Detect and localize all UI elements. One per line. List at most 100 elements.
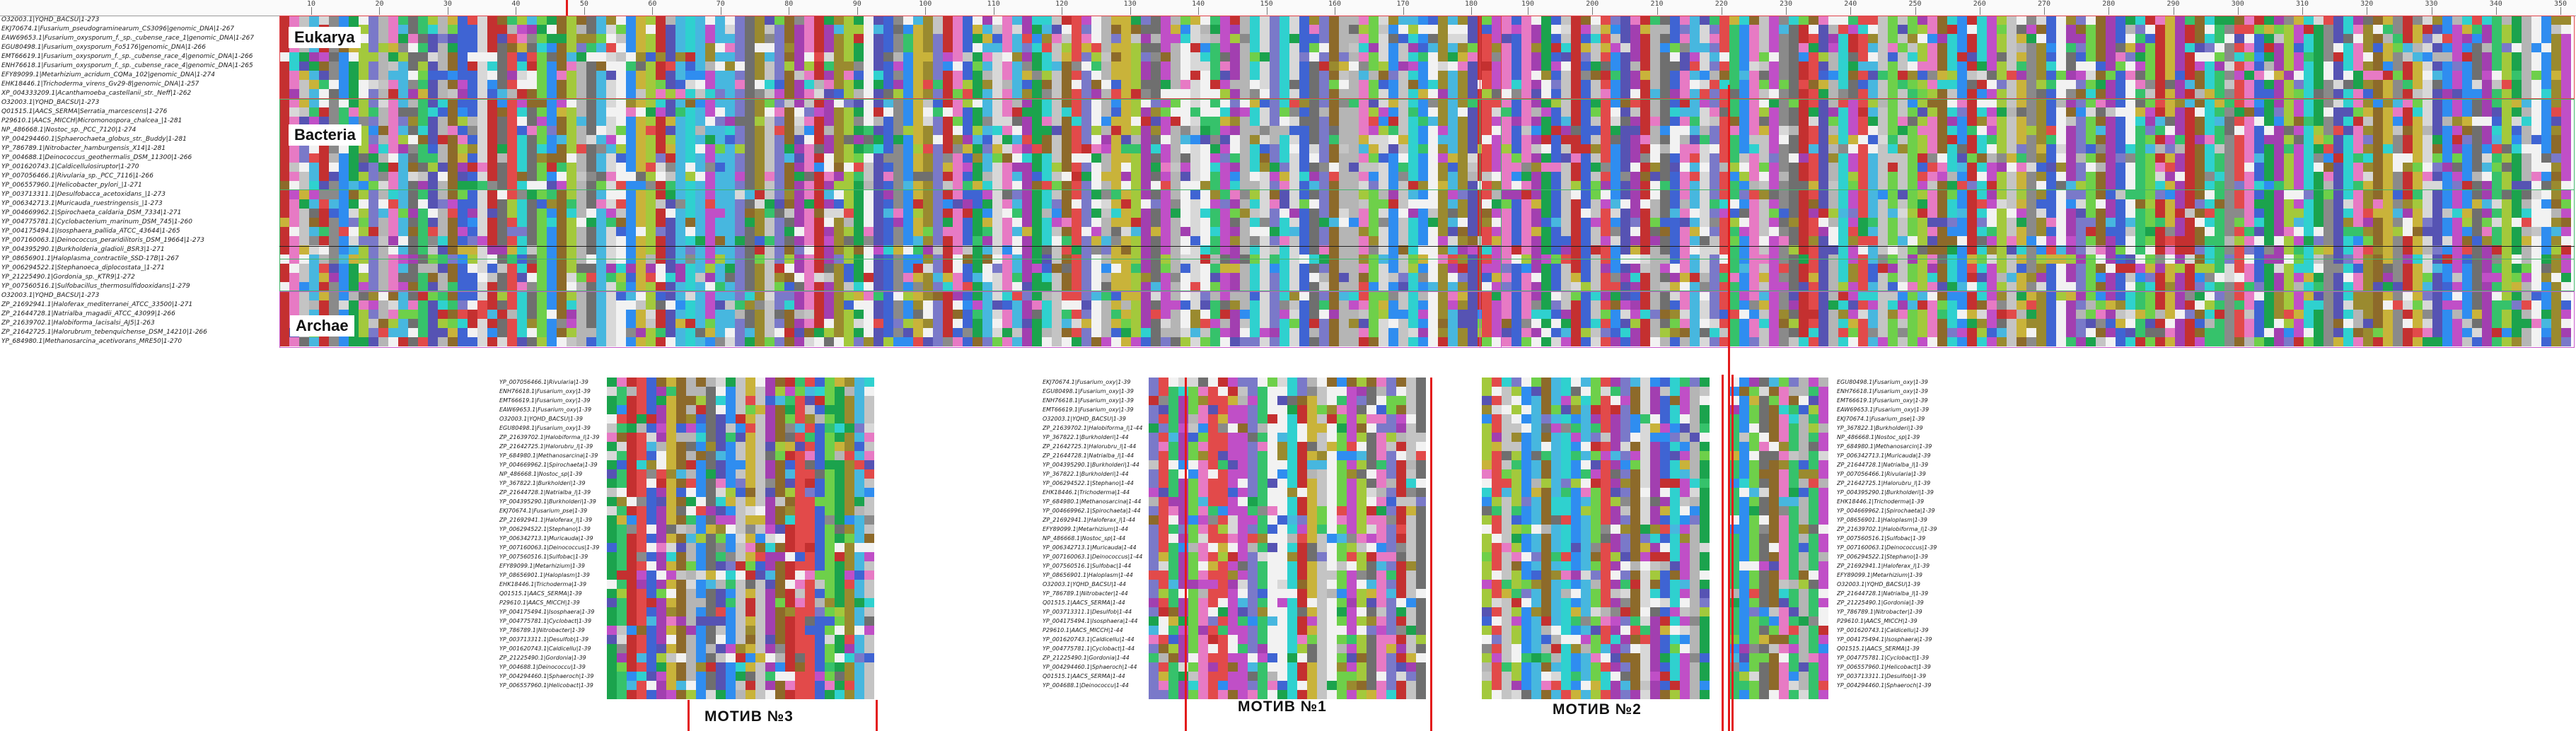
sequence-name: XP_004333209.1|Acanthamoeba_castellanii_… <box>1 90 192 97</box>
sequence-name: YP_001620743.1|Caldicellu|1-39 <box>1837 627 1929 633</box>
sequence-name: EMT66619.1|Fusarium_oxy|1-39 <box>1837 397 1928 404</box>
sequence-name: ZP_21639702.1|Halobiforma_l|1-44 <box>1043 425 1143 431</box>
sequence-name: Q01515.1|AACS_SERMA|1-39 <box>1837 645 1920 652</box>
ruler-tick <box>857 7 858 15</box>
sequence-names-lower-b: EKJ70674.1|Fusarium_oxy|1-39 EGU80498.1|F… <box>1043 378 1149 690</box>
sequence-name: YP_007560516.1|Sulfobac|1-44 <box>1043 563 1132 569</box>
ruler-tick <box>925 7 927 15</box>
ruler-number: 150 <box>1260 0 1273 8</box>
sequence-name: EFY89099.1|Metarhizium|1-39 <box>1837 572 1922 578</box>
sequence-name: NP_486668.1|Nostoc_sp|1-44 <box>1043 535 1126 542</box>
sequence-name: YP_367822.1|Burkholderi|1-39 <box>1837 425 1923 431</box>
ruler-number: 130 <box>1123 0 1137 8</box>
sequence-name: YP_006557960.1|Helicobact|1-39 <box>1837 664 1931 670</box>
sequence-name: YP_004669962.1|Spirochaeta_caldaria_DSM_… <box>1 209 182 216</box>
sequence-name: EAW69653.1|Fusarium_oxy|1-39 <box>1837 407 1930 413</box>
motif-boundary-line <box>1185 378 1187 731</box>
sequence-name: YP_004775781.1|Cyclobact|1-44 <box>1043 645 1135 652</box>
sequence-names-lower-c: EGU80498.1|Fusarium_oxy|1-39 ENH76618.1|F… <box>1837 378 1950 690</box>
motif-label-1: МОТИВ №1 <box>1238 698 1327 715</box>
group-label-eukarya: Eukarya <box>289 27 361 48</box>
ruler-number: 350 <box>2553 0 2568 8</box>
ruler-number: 70 <box>716 0 725 8</box>
ruler-number: 90 <box>852 0 861 8</box>
sequence-name: YP_004395290.1|Burkholderi|1-39 <box>499 498 596 505</box>
sequence-name: YP_08656901.1|Haloplasma_contractile_SSD… <box>1 255 179 262</box>
sequence-name: ZP_21642725.1|Halorubru_l|1-39 <box>1837 480 1931 486</box>
alignment-block-motif2-left <box>1482 378 1719 703</box>
motif-label-3: МОТИВ №3 <box>704 708 794 725</box>
sequence-name: O32003.1|YQHD_BACSU|1-44 <box>1043 581 1126 587</box>
sequence-name: YP_004395290.1|Burkholderi|1-39 <box>1837 489 1934 496</box>
sequence-name: ZP_21644728.1|Natrialba_l|1-44 <box>1043 452 1135 459</box>
sequence-name: YP_004175494.1|Isosphaera|1-39 <box>499 609 595 615</box>
sequence-name: YP_684980.1|Methanosarcin|1-39 <box>1837 443 1932 450</box>
ruler-number: 20 <box>375 0 384 8</box>
sequence-name: ZP_21644728.1|Natrialba_l|1-39 <box>499 489 591 496</box>
separator-line <box>279 246 2575 247</box>
sequence-name: YP_006294522.1|Stephanoeca_diplocostata_… <box>1 264 165 271</box>
sequence-name: YP_367822.1|Burkholderi|1-39 <box>499 480 586 486</box>
sequence-name: EKJ70674.1|Fusarium_oxy|1-39 <box>1043 379 1131 385</box>
sequence-name: YP_003713311.1|Desulfob|1-39 <box>1837 673 1927 679</box>
sequence-name: YP_004688.1|Deinococcu|1-39 <box>499 664 586 670</box>
ruler-number: 290 <box>2166 0 2180 8</box>
motif-boundary-line <box>876 700 878 731</box>
sequence-name: Q01515.1|AACS_SERMA|1-44 <box>1043 600 1125 606</box>
ruler-number: 160 <box>1328 0 1342 8</box>
sequence-name: YP_007160063.1|Deinococcus|1-44 <box>1043 554 1143 560</box>
sequence-name: YP_684980.1|Methanosarcina_acetivorans_M… <box>1 338 182 345</box>
ruler-number: 210 <box>1650 0 1664 8</box>
sequence-name: YP_004294460.1|Sphaerochaeta_globus_str.… <box>1 136 187 143</box>
sequence-name: YP_004775781.1|Cyclobact|1-39 <box>499 618 592 624</box>
sequence-name: ZP_21639702.1|Halobiforma_l|1-39 <box>499 434 600 440</box>
ruler-number: 80 <box>784 0 794 8</box>
sequence-name: YP_004395290.1|Burkholderi|1-44 <box>1043 462 1139 468</box>
sequence-name: ENH76618.1|Fusarium_oxy|1-39 <box>1043 397 1134 404</box>
group-label-archae: Archae <box>290 315 354 337</box>
sequence-name: YP_004688.1|Deinococcu|1-44 <box>1043 682 1129 689</box>
alignment-position-ruler: 10 20 30 40 50 60 70 80 90 100 110 120 130 140 150 160 1… <box>0 0 2576 16</box>
sequence-name: P29610.1|AACS_MICCH|Micromonospora_chalc… <box>1 117 182 124</box>
ruler-number: 200 <box>1586 0 1599 8</box>
sequence-name: YP_007056466.1|Rivularia|1-39 <box>1837 471 1926 477</box>
sequence-name: NP_486668.1|Nostoc_sp._PCC_7120|1-274 <box>1 127 137 134</box>
sequence-name: EFY89099.1|Metarhizium_acridum_CQMa_102|… <box>1 71 215 78</box>
ruler-tick <box>1850 7 1852 15</box>
alignment-block-motif1 <box>1149 378 1434 703</box>
sequence-name: EFY89099.1|Metarhizium|1-44 <box>1043 526 1128 532</box>
sequence-name: YP_006342713.1|Muricauda|1-44 <box>1043 544 1137 551</box>
sequence-name: ENH76618.1|Fusarium_oxysporum_f._sp._cub… <box>1 62 253 69</box>
ruler-tick <box>652 7 654 15</box>
sequence-name: YP_007056466.1|Rivularia|1-39 <box>499 379 588 385</box>
sequence-name: Q01515.1|AACS_SERMA|1-39 <box>499 590 582 597</box>
sequence-name: YP_006342713.1|Muricauda|1-39 <box>1837 452 1931 459</box>
sequence-name: YP_004294460.1|Sphaeroch|1-39 <box>1837 682 1932 689</box>
ruler-number: 170 <box>1396 0 1410 8</box>
alignment-block-motif3 <box>607 378 876 703</box>
sequence-name: ZP_21642725.1|Halorubru_l|1-44 <box>1043 443 1137 450</box>
sequence-name: EKJ70674.1|Fusarium_pse|1-39 <box>499 508 588 514</box>
motif-boundary-line <box>1731 375 1734 731</box>
sequence-name: EKJ70674.1|Fusarium_pse|1-39 <box>1837 416 1925 422</box>
sequence-name: EHK18446.1|Trichoderma_virens_Gv29-8|gen… <box>1 81 199 88</box>
ruler-number: 230 <box>1779 0 1793 8</box>
ruler-tick <box>1786 7 1787 15</box>
sequence-name: NP_486668.1|Nostoc_sp|1-39 <box>1837 434 1920 440</box>
ruler-tick <box>1198 7 1200 15</box>
sequence-name: ZP_21644728.1|Natrialba_magadii_ATCC_430… <box>1 310 175 317</box>
sequence-name: YP_004775781.1|Cyclobacterium_marinum_DS… <box>1 218 192 226</box>
sequence-name: EHK18446.1|Trichoderma|1-44 <box>1043 489 1130 496</box>
group-label-bacteria: Bacteria <box>289 124 361 146</box>
ruler-number: 100 <box>919 0 932 8</box>
sequence-name: YP_006342713.1|Muricauda_ruestringensis_… <box>1 200 163 207</box>
sequence-name: YP_004175494.1|Isosphaera|1-44 <box>1043 618 1138 624</box>
sequence-name: YP_786789.1|Nitrobacter_hamburgensis_X14… <box>1 145 166 152</box>
ruler-number: 220 <box>1715 0 1728 8</box>
sequence-name: YP_786789.1|Nitrobacter|1-39 <box>499 627 585 633</box>
sequence-name: ZP_21692941.1|Haloferax_l|1-44 <box>1043 517 1136 523</box>
sequence-names-lower-a: YP_007056466.1|Rivularia|1-39 ENH76618.1|… <box>499 378 605 690</box>
sequence-name: ZP_21644728.1|Natrialba_l|1-39 <box>1837 590 1929 597</box>
sequence-name: YP_786789.1|Nitrobacter|1-39 <box>1837 609 1922 615</box>
sequence-name: EAW69653.1|Fusarium_oxy|1-39 <box>499 407 592 413</box>
